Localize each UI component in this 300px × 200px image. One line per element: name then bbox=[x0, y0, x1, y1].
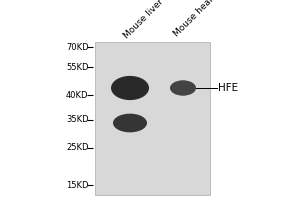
Ellipse shape bbox=[170, 80, 196, 96]
Text: HFE: HFE bbox=[218, 83, 238, 93]
Text: 70KD: 70KD bbox=[66, 43, 88, 51]
Text: Mouse heart: Mouse heart bbox=[172, 0, 218, 38]
Text: 35KD: 35KD bbox=[66, 116, 88, 124]
Text: 25KD: 25KD bbox=[66, 144, 88, 152]
Ellipse shape bbox=[113, 114, 147, 132]
Text: 40KD: 40KD bbox=[66, 90, 88, 99]
Bar bbox=[95, 42, 210, 195]
Text: 55KD: 55KD bbox=[66, 62, 88, 72]
Text: Mouse liver: Mouse liver bbox=[122, 0, 165, 40]
Text: 15KD: 15KD bbox=[66, 181, 88, 190]
Ellipse shape bbox=[111, 76, 149, 100]
